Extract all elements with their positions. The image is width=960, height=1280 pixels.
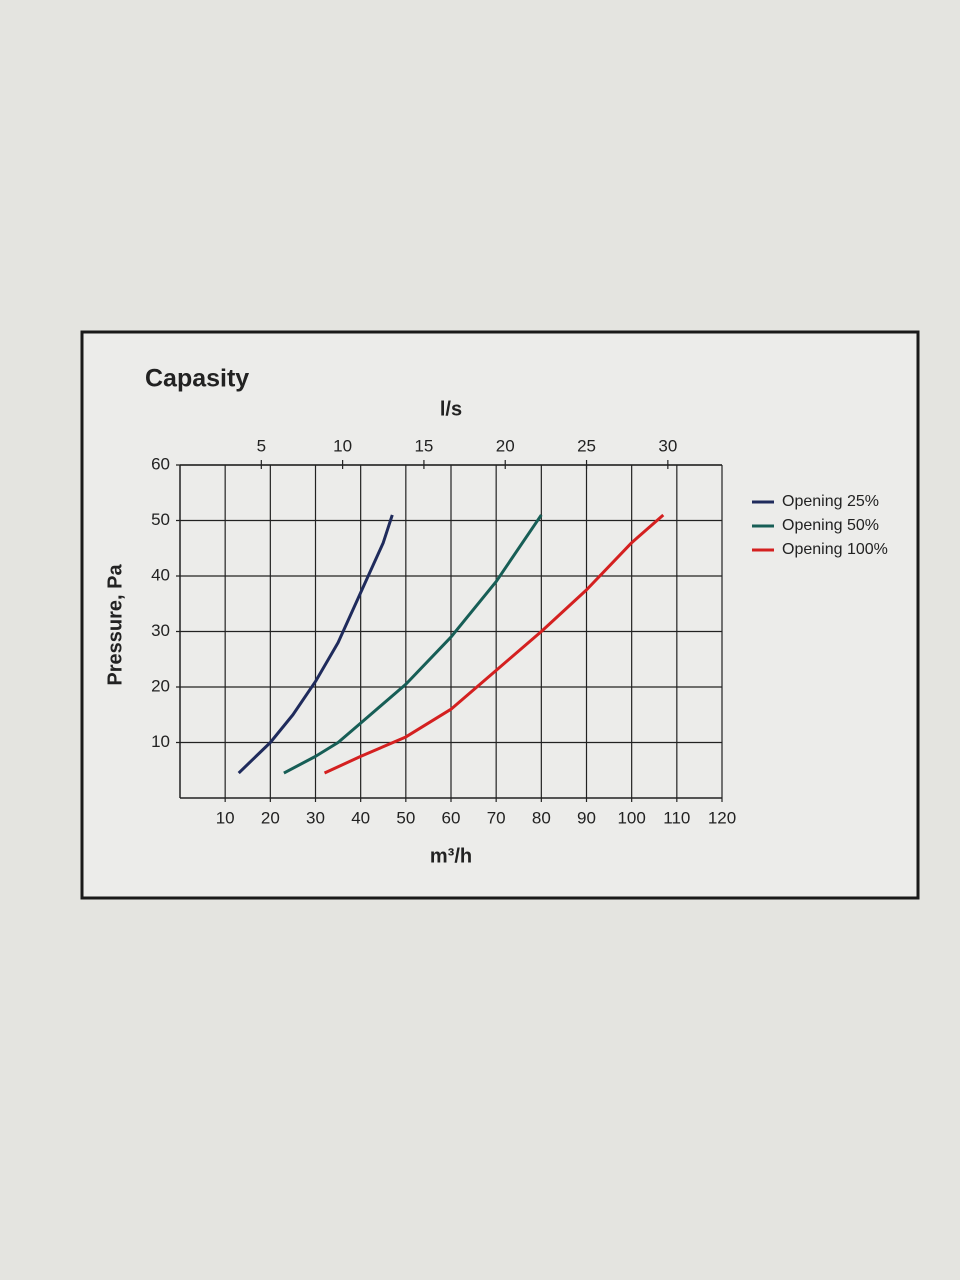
x-tick-label: 110: [663, 808, 690, 827]
x2-tick-label: 20: [496, 436, 515, 455]
legend: Opening 25% Opening 50% Opening 100%: [752, 493, 888, 558]
x-tick-label: 10: [216, 808, 235, 827]
data-line: [283, 514, 543, 775]
y-tick-label: 10: [151, 732, 170, 751]
x2-tick-label: 30: [658, 436, 677, 455]
data-line: [237, 514, 394, 775]
legend-label: Opening 50%: [782, 517, 879, 534]
x-tick-label: 40: [351, 808, 370, 827]
x-tick-label: 100: [617, 808, 645, 827]
legend-label: Opening 100%: [782, 541, 888, 558]
x-tick-label: 60: [442, 808, 461, 827]
x-tick-label: 20: [261, 808, 280, 827]
x2-tick-label: 25: [577, 436, 596, 455]
x-tick-label: 80: [532, 808, 551, 827]
y-tick-label: 40: [151, 565, 170, 584]
x-tick-label: 50: [396, 808, 415, 827]
y-tick-label: 50: [151, 510, 170, 529]
x-tick-label: 30: [306, 808, 325, 827]
x2-axis-title: l/s: [440, 398, 462, 420]
y-tick-label: 60: [151, 454, 170, 473]
y-axis-title: Pressure, Pa: [104, 564, 126, 686]
y-tick-label: 30: [151, 621, 170, 640]
x2-tick-label: 15: [414, 436, 433, 455]
x-axis-title: m³/h: [430, 845, 472, 867]
y-tick-label: 20: [151, 676, 170, 695]
x2-tick-label: 10: [333, 436, 352, 455]
x2-tick-label: 5: [257, 436, 266, 455]
legend-label: Opening 25%: [782, 493, 879, 510]
chart-frame: [80, 330, 920, 900]
x-tick-label: 90: [577, 808, 596, 827]
chart-title: Capasity: [145, 365, 249, 393]
x-tick-label: 70: [487, 808, 506, 827]
data-line: [323, 513, 665, 775]
x-tick-label: 120: [708, 808, 736, 827]
